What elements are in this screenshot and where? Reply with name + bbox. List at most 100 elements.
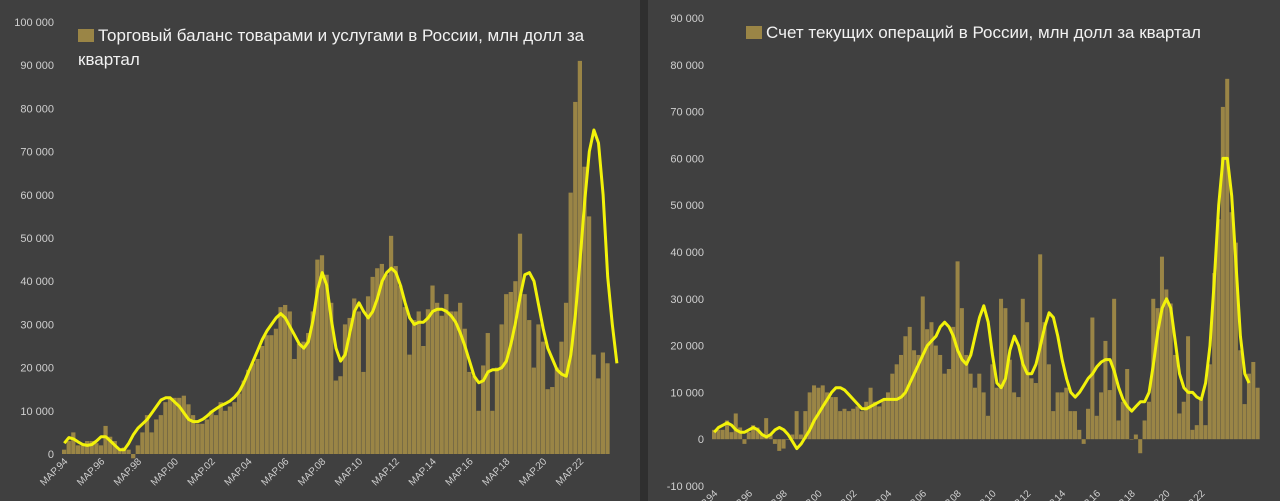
trade-balance-bar bbox=[62, 449, 67, 454]
trade-balance-bar bbox=[278, 307, 283, 454]
trade-balance-bar bbox=[573, 101, 578, 455]
trade-balance-trend-line bbox=[63, 128, 619, 452]
trade-balance-bar bbox=[66, 441, 71, 454]
current-account-bar bbox=[725, 420, 730, 440]
trade-balance-bar bbox=[80, 445, 85, 454]
current-account-bar bbox=[1133, 434, 1138, 440]
trade-balance-bar bbox=[563, 302, 569, 454]
current-account-bar bbox=[1029, 378, 1034, 440]
current-account-bar bbox=[881, 399, 886, 440]
trade-balance-bar bbox=[306, 333, 311, 454]
trade-balance-bar bbox=[264, 335, 269, 454]
current-account-bar bbox=[1051, 411, 1056, 440]
x-tick-label: MAP.98 bbox=[758, 488, 790, 501]
y-tick-label: 20 000 bbox=[20, 363, 54, 375]
trade-balance-bar bbox=[75, 445, 81, 454]
current-account-bar bbox=[968, 373, 973, 440]
x-tick-label: MAP.06 bbox=[897, 488, 929, 501]
current-account-bar bbox=[803, 411, 808, 440]
trade-balance-bar bbox=[117, 449, 122, 454]
current-account-bar bbox=[1120, 401, 1125, 440]
x-tick-label: MAP.06 bbox=[259, 456, 291, 488]
x-tick-label: MAP.20 bbox=[1141, 488, 1173, 501]
current-account-bar bbox=[916, 354, 921, 440]
x-tick-label: MAP.22 bbox=[554, 456, 586, 488]
current-account-bar bbox=[894, 364, 899, 440]
trade-balance-bar bbox=[485, 333, 490, 454]
current-account-bar bbox=[746, 432, 751, 440]
current-account-bar bbox=[942, 373, 947, 440]
trade-balance-bar bbox=[600, 352, 606, 454]
trade-balance-bar bbox=[388, 235, 394, 454]
current-account-bar bbox=[1220, 106, 1225, 440]
trade-balance-bar bbox=[347, 317, 352, 454]
trade-balance-bar bbox=[85, 441, 90, 454]
trade-balance-bar bbox=[476, 410, 481, 454]
current-account-bar bbox=[999, 298, 1004, 440]
trade-balance-bar bbox=[531, 367, 536, 454]
trade-balance-bar bbox=[190, 415, 196, 454]
trade-balance-bar bbox=[591, 354, 596, 454]
trade-balance-bar bbox=[324, 274, 329, 454]
current-account-bar bbox=[812, 385, 817, 440]
current-account-bar bbox=[1129, 439, 1134, 440]
trade-balance-bar bbox=[596, 378, 601, 454]
trade-balance-bar bbox=[103, 425, 108, 454]
trade-balance-bar bbox=[582, 166, 587, 454]
legend-label: квартал bbox=[78, 50, 140, 69]
current-account-bar bbox=[764, 418, 769, 440]
current-account-bar bbox=[885, 392, 890, 440]
trade-balance-bar bbox=[108, 436, 113, 454]
y-tick-label: 20 000 bbox=[670, 341, 704, 353]
current-account-bar bbox=[1238, 350, 1243, 440]
x-tick-label: MAP.98 bbox=[112, 456, 144, 488]
trade-balance-bar bbox=[379, 263, 384, 454]
current-account-chart-panel: -10 000 0 10 000 20 000 30 000 40 000 50 000 60… bbox=[648, 0, 1280, 501]
current-account-bar bbox=[846, 411, 851, 440]
current-account-bar bbox=[751, 425, 756, 440]
current-account-bar bbox=[742, 439, 747, 444]
current-account-bar bbox=[1251, 361, 1256, 440]
trade-balance-bar bbox=[494, 367, 500, 454]
trade-balance-bar bbox=[89, 441, 94, 454]
trade-balance-bar bbox=[329, 302, 334, 454]
x-tick-label: MAP.00 bbox=[149, 456, 181, 488]
y-tick-label: 40 000 bbox=[670, 247, 704, 259]
y-tick-label: 10 000 bbox=[20, 406, 54, 418]
x-tick-label: MAP.12 bbox=[370, 456, 402, 488]
current-account-bar bbox=[777, 439, 782, 451]
trade-balance-bar bbox=[301, 341, 306, 454]
current-account-bar bbox=[1177, 413, 1182, 440]
x-tick-label: MAP.16 bbox=[1071, 488, 1103, 501]
trade-balance-bar bbox=[154, 419, 159, 454]
current-account-bar bbox=[1072, 411, 1077, 440]
current-account-bar bbox=[1142, 420, 1147, 440]
y-tick-label: 70 000 bbox=[20, 147, 54, 159]
trade-balance-bar bbox=[402, 307, 408, 454]
x-tick-label: MAP.08 bbox=[932, 488, 964, 501]
current-account-bar bbox=[959, 308, 964, 440]
current-account-bar bbox=[1138, 439, 1143, 454]
trade-balance-bar bbox=[435, 302, 440, 454]
current-account-bar bbox=[868, 387, 873, 440]
x-tick-label: MAP.10 bbox=[967, 488, 999, 501]
trade-balance-bar bbox=[554, 367, 559, 454]
trade-balance-bar bbox=[352, 298, 357, 454]
x-tick-label: MAP.16 bbox=[444, 456, 476, 488]
trade-balance-bar bbox=[481, 365, 486, 454]
current-account-bar bbox=[1190, 429, 1195, 440]
trade-balance-bar bbox=[458, 302, 463, 454]
y-tick-label: 40 000 bbox=[20, 276, 54, 288]
current-account-bar bbox=[1199, 399, 1204, 440]
current-account-bar bbox=[872, 401, 877, 440]
trade-balance-bar bbox=[540, 341, 546, 454]
legend-label: Счет текущих операций в России, млн долл… bbox=[766, 23, 1201, 42]
current-account-bar bbox=[1012, 392, 1017, 440]
x-tick-label: MAP.18 bbox=[480, 456, 512, 488]
current-account-bar bbox=[1164, 289, 1169, 440]
y-tick-label: 90 000 bbox=[670, 13, 704, 25]
trade-balance-bar bbox=[508, 292, 513, 454]
trade-balance-bar bbox=[131, 454, 136, 459]
trade-balance-bar bbox=[421, 346, 426, 454]
trade-balance-bar bbox=[471, 376, 477, 454]
